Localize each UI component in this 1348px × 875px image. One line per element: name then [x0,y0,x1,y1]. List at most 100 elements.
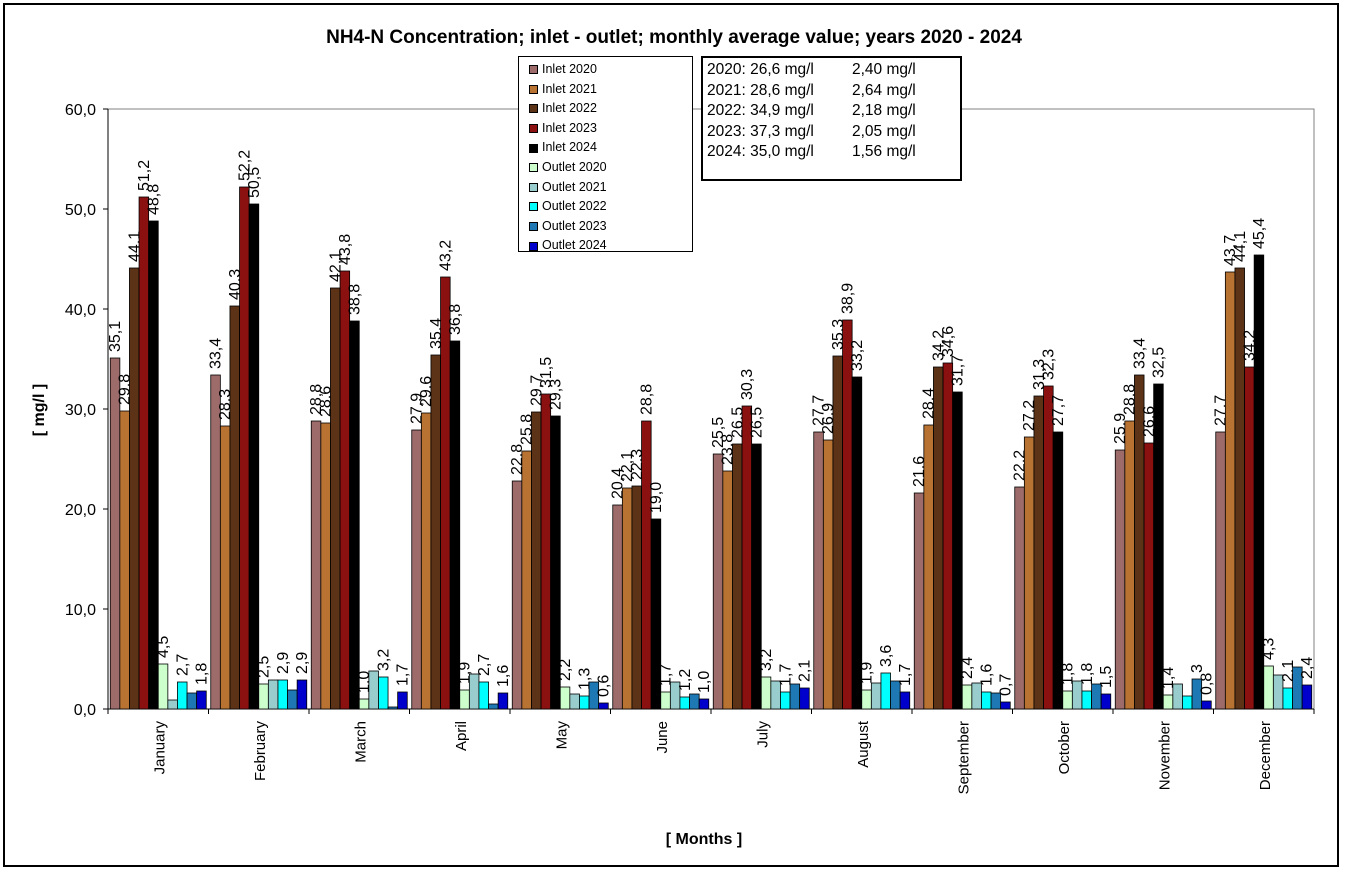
bar [650,518,662,710]
data-label: 1,8 [193,663,210,685]
bar [459,689,470,710]
data-label: 30,3 [739,369,756,400]
bar [842,319,853,710]
bar [531,411,542,710]
bar [1162,694,1174,710]
bar [621,487,633,710]
bar [349,320,360,710]
data-label: 33,4 [208,338,225,369]
bar [789,683,801,710]
bar [488,703,499,710]
data-label: 51,2 [136,160,153,191]
bar [1023,436,1035,710]
bar [358,698,370,710]
bar [378,676,389,710]
data-label: 29,3 [547,379,564,410]
bar [880,672,891,710]
data-label: 38,9 [839,283,856,314]
bar [468,673,480,710]
data-label: 25,5 [710,417,727,448]
x-tick-label: November [1156,721,1173,790]
bar [760,676,772,710]
legend-item: Outlet 2023 [529,217,607,235]
legend-item: Inlet 2020 [529,60,597,78]
summary-row: 2023: 37,3 mg/l 2,05 mg/l [707,122,916,142]
legend-label: Outlet 2023 [542,218,607,233]
legend-swatch [529,143,538,153]
legend-item: Outlet 2022 [529,197,607,215]
x-axis-title: [ Months ] [666,831,742,848]
bar [430,354,441,710]
data-label: 1,2 [677,669,694,691]
bar [397,691,408,710]
legend-label: Inlet 2021 [542,81,597,96]
y-tick-label: 20,0 [65,502,96,519]
data-label: 2,4 [959,657,976,679]
bar [579,695,590,710]
legend-item: Outlet 2020 [529,158,607,176]
data-label: 31,7 [949,355,966,386]
bar [540,393,552,710]
data-label: 1,8 [1079,663,1096,685]
bar [641,420,652,710]
summary-outlet: 2,64 mg/l [852,81,916,99]
legend-swatch [529,182,538,192]
bar [129,267,140,710]
legend-swatch [529,222,538,231]
data-label: 45,4 [1251,218,1268,249]
data-label: 32,5 [1150,347,1167,378]
bar [229,305,240,710]
data-label: 34,2 [930,330,947,361]
bar [1062,690,1073,710]
data-label: 1,5 [1098,666,1115,688]
bar [990,692,1002,710]
legend-item: Inlet 2021 [529,80,597,98]
bar [420,412,432,710]
bar [741,405,753,710]
data-label: 48,8 [145,184,162,215]
bar [1172,683,1183,710]
legend-swatch [529,163,538,173]
bar [1244,366,1255,710]
bar [732,443,743,710]
bar [559,686,571,710]
bar [1153,383,1164,710]
data-label: 2,5 [256,656,273,678]
bar [1100,693,1112,710]
bar [981,691,992,710]
summary-outlet: 2,40 mg/l [852,61,916,78]
summary-inlet: 2021: 28,6 mg/l [707,81,814,99]
bar [631,485,642,710]
bar [1201,700,1212,710]
data-label: 3,6 [878,645,895,667]
data-label: 3 [1189,664,1206,673]
data-label: 1,0 [696,671,713,693]
x-tick-label: May [553,721,570,750]
data-label: 0,6 [595,675,612,697]
data-label: 1,6 [978,664,995,686]
bar [1033,395,1044,710]
x-tick-label: September [955,721,972,794]
summary-inlet: 2020: 26,6 mg/l [707,61,814,78]
legend-label: Inlet 2024 [542,140,597,155]
data-label: 1,7 [897,664,914,686]
bar [267,679,279,710]
bar [296,679,308,710]
bar [712,453,724,710]
summary-row: 2020: 26,6 mg/l 2,40 mg/l [707,60,916,80]
bar [669,681,681,710]
legend: Inlet 2020 Inlet 2021 Inlet 2022 Inlet 2023… [518,56,693,252]
data-label: 2,4 [1299,657,1316,679]
bar [751,443,762,710]
x-tick-label: August [855,720,872,768]
data-label: 22,1 [619,451,636,482]
x-tick-label: October [1056,721,1073,774]
summary-row: 2024: 35,0 mg/l 1,56 mg/l [707,142,916,162]
data-label: 31,5 [538,357,555,388]
summary-inlet: 2023: 37,3 mg/l [707,122,814,140]
data-label: 1,8 [1060,663,1077,685]
bar [588,681,600,710]
bar [248,203,260,710]
legend-item: Inlet 2023 [529,119,597,137]
legend-label: Outlet 2022 [542,199,607,214]
